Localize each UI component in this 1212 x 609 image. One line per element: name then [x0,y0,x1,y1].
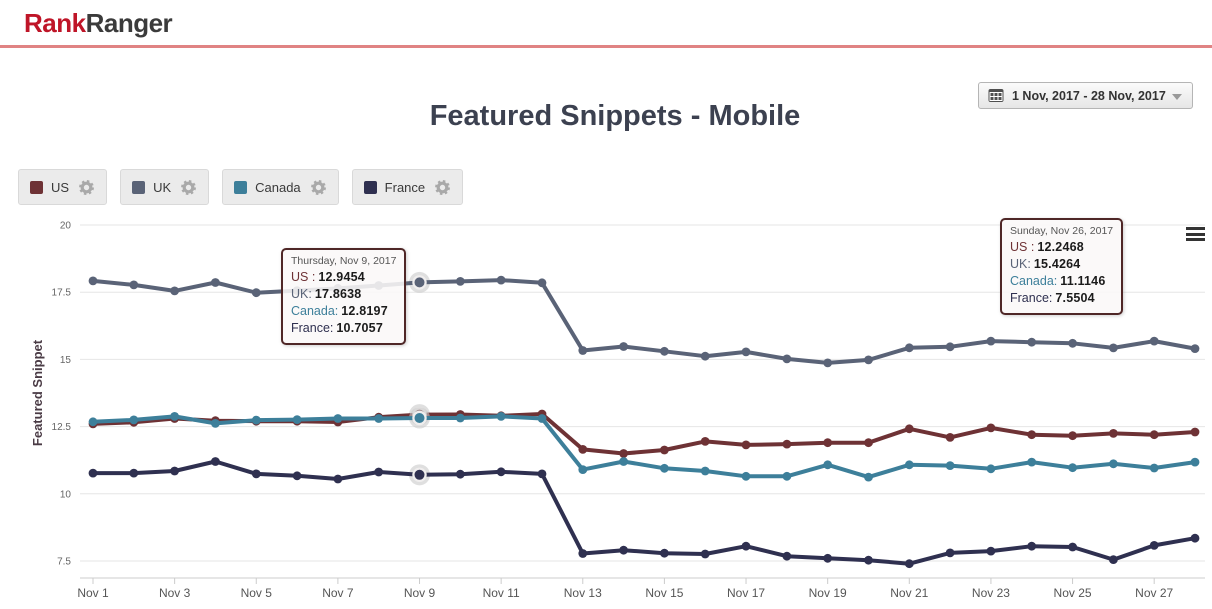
tooltip-row: US :12.2468 [1010,240,1084,254]
date-range-picker[interactable]: 1 Nov, 2017 - 28 Nov, 2017 [978,82,1193,109]
legend-button-canada[interactable]: Canada [222,169,339,205]
svg-text:Nov 9: Nov 9 [404,586,436,600]
svg-text:Nov 27: Nov 27 [1135,586,1173,600]
tooltip-row: US :12.9454 [291,270,365,284]
logo-part-rank: Rank [24,8,86,38]
line-chart: 20 17.5 15 12.5 10 7.5 Nov 1 Nov 3 Nov 5 Nov 7 Nov… [30,221,1205,600]
tooltip-row: Canada: 11.1146 [1010,274,1106,288]
calendar-icon [988,89,1004,102]
logo-part-ranger: Ranger [85,8,173,38]
series-label: France [384,179,426,195]
svg-text:Nov 1: Nov 1 [77,586,109,600]
tooltip-row: UK: 17.8638 [291,287,362,301]
svg-text:Nov 15: Nov 15 [645,586,683,600]
svg-text:Nov 19: Nov 19 [809,586,847,600]
svg-text:12.5: 12.5 [52,422,72,433]
tooltip-row: UK: 15.4264 [1010,257,1081,271]
svg-text:Featured Snippet: Featured Snippet [30,339,45,446]
series-color-swatch [132,180,146,194]
tooltip-row: France: 7.5504 [1010,291,1095,305]
svg-text:Nov 3: Nov 3 [159,586,191,600]
chart-menu-icon[interactable] [1186,227,1205,244]
series-color-swatch [363,180,377,194]
svg-text:Nov 25: Nov 25 [1054,586,1092,600]
svg-text:Nov 5: Nov 5 [241,586,273,600]
chart-tooltip-nov9: Thursday, Nov 9, 2017 US :12.9454 UK: 17.86… [281,248,407,345]
legend-button-uk[interactable]: UK [120,169,210,205]
svg-text:Nov 23: Nov 23 [972,586,1010,600]
date-range-value: 1 Nov, 2017 - 28 Nov, 2017 [1012,88,1166,103]
gear-icon[interactable] [434,179,451,196]
page-title: Featured Snippets - Mobile [429,100,801,132]
svg-text:Nov 11: Nov 11 [483,586,520,600]
svg-text:Nov 7: Nov 7 [322,586,354,600]
series-label: UK [153,179,172,195]
svg-text:7.5: 7.5 [57,557,71,568]
app-header: RankRanger [0,0,1212,48]
gear-icon[interactable] [78,179,95,196]
chart-tooltip-nov26: Sunday, Nov 26, 2017 US :12.2468 UK: 15.426… [1000,218,1124,315]
svg-text:10: 10 [60,489,72,500]
svg-text:20: 20 [60,221,72,232]
tooltip-row: Canada: 12.8197 [291,304,388,318]
svg-text:Nov 13: Nov 13 [564,586,602,600]
chart-area[interactable]: 20 17.5 15 12.5 10 7.5 Nov 1 Nov 3 Nov 5 Nov 7 Nov… [0,213,1212,609]
series-label: US [51,179,70,195]
svg-text:15: 15 [60,355,72,366]
tooltip-row: France: 10.7057 [291,321,383,335]
series-color-swatch [234,180,248,194]
series-color-swatch [30,180,43,194]
series-legend: US UK Canada France [18,169,464,205]
svg-text:Nov 21: Nov 21 [890,586,928,600]
legend-button-us[interactable]: US [18,169,108,205]
rankranger-logo[interactable]: RankRanger [24,8,173,39]
series-label: Canada [255,179,301,195]
gear-icon[interactable] [180,179,197,196]
legend-button-france[interactable]: France [351,169,464,205]
svg-text:17.5: 17.5 [52,288,72,299]
tooltip-date: Thursday, Nov 9, 2017 [291,255,397,267]
gear-icon[interactable] [310,179,327,196]
svg-text:Nov 17: Nov 17 [727,586,765,600]
tooltip-date: Sunday, Nov 26, 2017 [1010,225,1114,237]
dropdown-caret-icon [1172,94,1182,100]
